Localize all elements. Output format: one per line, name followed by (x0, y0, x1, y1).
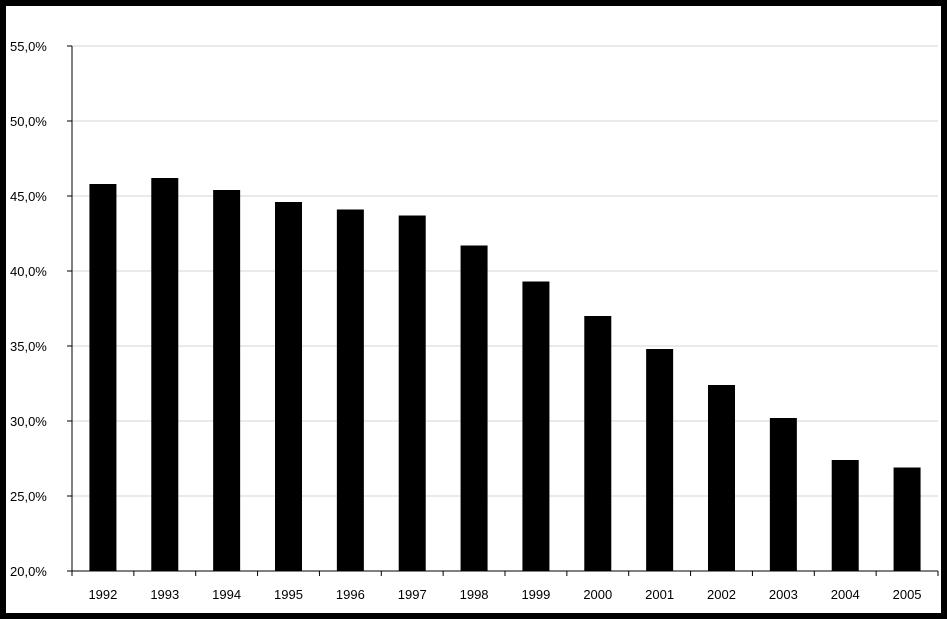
bar-2004 (831, 460, 859, 571)
axes (67, 45, 939, 576)
bars (89, 178, 921, 571)
x-tick-label: 2005 (893, 587, 922, 602)
bar-1992 (89, 184, 117, 571)
y-tick-label: 40,0% (10, 264, 47, 279)
y-tick-label: 20,0% (10, 564, 47, 579)
bar-1998 (460, 245, 488, 571)
bar-1999 (522, 281, 550, 571)
y-tick-labels: 20,0% 25,0% 30,0% 35,0% 40,0% 45,0% 50,0% 55,0% (10, 39, 47, 579)
x-tick-label: 2002 (707, 587, 736, 602)
x-tick-label: 1998 (460, 587, 489, 602)
x-tick-label: 2000 (583, 587, 612, 602)
x-tick-label: 1999 (521, 587, 550, 602)
bar-1997 (398, 215, 426, 571)
x-tick-label: 1996 (336, 587, 365, 602)
bar-1993 (151, 178, 179, 571)
x-tick-label: 1995 (274, 587, 303, 602)
x-tick-labels: 1992 1993 1994 1995 1996 1997 1998 1999 2000 2001… (88, 587, 921, 602)
y-tick-label: 35,0% (10, 339, 47, 354)
bar-2002 (708, 385, 735, 571)
bar-2005 (893, 467, 921, 571)
bar-2001 (646, 349, 674, 571)
x-tick-label: 1992 (88, 587, 117, 602)
bar-2000 (584, 316, 612, 571)
x-tick-label: 1997 (398, 587, 427, 602)
x-tick-label: 2004 (831, 587, 860, 602)
x-tick-label: 2003 (769, 587, 798, 602)
y-tick-label: 30,0% (10, 414, 47, 429)
bar-1995 (275, 202, 302, 571)
y-tick-label: 25,0% (10, 489, 47, 504)
y-tick-label: 55,0% (10, 39, 47, 54)
y-tick-label: 45,0% (10, 189, 47, 204)
bar-1996 (336, 209, 364, 571)
y-tick-label: 50,0% (10, 114, 47, 129)
bar-1994 (213, 190, 241, 571)
x-tick-label: 1994 (212, 587, 241, 602)
x-tick-label: 2001 (645, 587, 674, 602)
bar-2003 (769, 418, 797, 571)
x-tick-label: 1993 (150, 587, 179, 602)
